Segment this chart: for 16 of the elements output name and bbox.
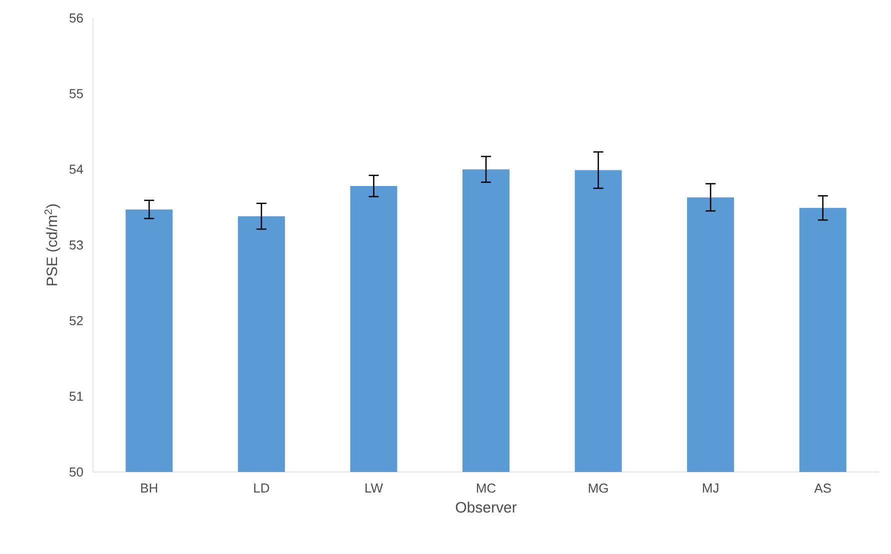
y-tick-label: 52: [70, 316, 83, 326]
x-tick-label: LD: [254, 484, 270, 492]
y-tick-label: 51: [70, 392, 83, 401]
x-tick-label: BH: [141, 484, 158, 492]
y-tick-label: 55: [70, 89, 83, 98]
y-tick-label: 56: [70, 13, 83, 23]
x-axis-title: Observer: [456, 502, 517, 513]
y-tick-label: 50: [70, 467, 83, 477]
x-tick-label: LW: [366, 484, 383, 492]
x-tick-label: MG: [588, 484, 608, 493]
y-tick-label: 53: [70, 240, 83, 250]
y-axis-title: PSE (cd/m$^{2}$): [44, 204, 60, 286]
x-tick-label: MC: [476, 484, 496, 493]
y-tick-label: 54: [70, 164, 84, 174]
x-tick-label: MJ: [702, 484, 718, 493]
x-tick-label: AS: [814, 484, 831, 493]
